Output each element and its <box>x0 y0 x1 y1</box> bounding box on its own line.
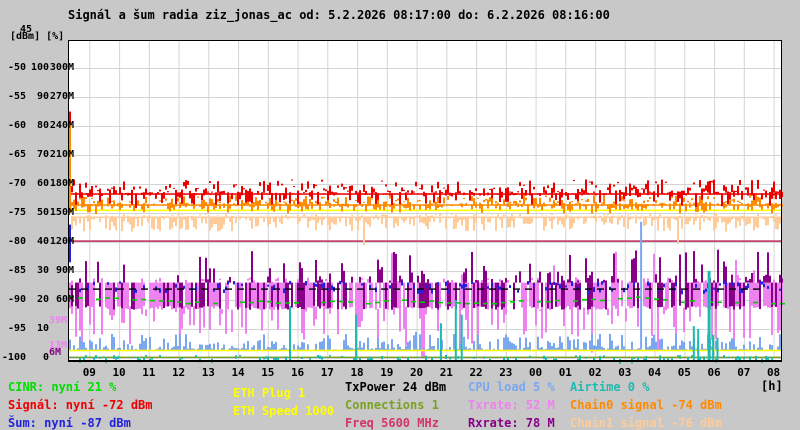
y-axis-row: -75 50 150M <box>0 207 74 218</box>
x-axis-hour-tick: 08 <box>766 366 781 379</box>
legend-item-txpower: TxPower 24 dBm <box>345 380 447 394</box>
x-axis-hour-tick: 14 <box>231 366 245 379</box>
x-axis-hour-tick: 11 <box>142 366 156 379</box>
y-axis-row: -80 40 120M <box>0 236 74 247</box>
legend-item-chain0: Chain0 signal -74 dBm <box>570 398 722 412</box>
dbm-tick: -90 <box>7 294 26 305</box>
pct-tick: 40 <box>36 236 49 247</box>
legend-item-airtime: Airtime 0 % <box>570 380 650 394</box>
dbm-tick: -100 <box>1 352 26 363</box>
x-axis-hour-tick: 06 <box>707 366 721 379</box>
dbm-tick: -60 <box>7 120 26 131</box>
y-axis-row: -95 10 <box>0 323 74 334</box>
dbm-tick: -55 <box>7 91 26 102</box>
legend-item-eth: ETH Plug 1 <box>233 386 306 400</box>
x-axis-hour-tick: 02 <box>588 366 602 379</box>
x-axis-hour-tick: 09 <box>82 366 96 379</box>
pct-tick: 30 <box>36 265 49 276</box>
y-axis-row: -55 90 270M <box>0 91 74 102</box>
x-axis-unit-label: [h] <box>761 379 783 393</box>
y-axis-row: -60 80 240M <box>0 120 74 131</box>
pct-tick: 70 <box>36 149 49 160</box>
pct-tick: 20 <box>36 294 49 305</box>
y-axis-unit-header: [dBm] [%] <box>10 31 65 42</box>
x-axis-hour-tick: 04 <box>647 366 662 379</box>
x-axis-hour-tick: 13 <box>201 366 215 379</box>
legend-item-txrate: Txrate: 52 M <box>468 398 555 412</box>
x-axis-hour-tick: 03 <box>618 366 632 379</box>
dbm-tick: -85 <box>7 265 26 276</box>
legend-item-cinr: CINR: nyní 21 % <box>8 380 117 394</box>
pct-tick: 10 <box>36 323 49 334</box>
y-axis-row: -85 30 90M <box>0 265 74 276</box>
y-axis-top-tick: 45 <box>20 24 33 35</box>
legend-item-connections: Connections 1 <box>345 398 439 412</box>
pct-tick: 0 <box>42 352 49 363</box>
y-axis-row: -100 0 <box>0 352 74 363</box>
x-axis-hour-tick: 18 <box>350 366 364 379</box>
rate-marker-39m: 39M <box>48 315 67 327</box>
legend-item-eth: ETH Speed 1000 <box>233 404 335 418</box>
y-axis-row: -50 100 300M <box>0 62 74 73</box>
pct-tick: 60 <box>36 178 49 189</box>
rate-marker-13m: 13M <box>48 340 67 352</box>
x-axis-hour-tick: 21 <box>439 366 453 379</box>
dbm-tick: -75 <box>7 207 26 218</box>
mbit-tick: 270M <box>49 91 74 102</box>
mbit-tick: 300M <box>49 62 74 73</box>
x-axis-hour-tick: 19 <box>380 366 394 379</box>
x-axis-hour-tick: 16 <box>290 366 305 379</box>
legend-item-cpu: CPU load 5 % <box>468 380 555 394</box>
x-axis-hour-tick: 07 <box>737 366 751 379</box>
pct-tick: 50 <box>36 207 49 218</box>
dbm-tick: -70 <box>7 178 26 189</box>
x-axis-hour-tick: 22 <box>469 366 483 379</box>
x-axis-hour-tick: 01 <box>558 366 572 379</box>
dbm-tick: -65 <box>7 149 26 160</box>
legend-item-rxrate: Rxrate: 78 M <box>468 416 555 430</box>
x-axis-hour-tick: 05 <box>677 366 691 379</box>
rate-marker-6m: 6M <box>48 347 61 359</box>
pct-tick: 90 <box>36 91 49 102</box>
pct-tick: 80 <box>36 120 49 131</box>
mbit-tick: 120M <box>49 236 74 247</box>
legend-item-chain1: Chain1 signal -76 dBm <box>570 416 722 430</box>
x-axis-hour-tick: 15 <box>261 366 275 379</box>
mbit-tick: 150M <box>49 207 74 218</box>
legend-item-šum: Šum: nyní -87 dBm <box>8 416 131 430</box>
x-axis-hour-tick: 20 <box>409 366 424 379</box>
x-axis-hour-tick: 10 <box>112 366 126 379</box>
chart-title: Signál a šum radia ziz_jonas_ac od: 5.2.… <box>68 8 610 22</box>
mbit-tick: 60M <box>55 294 74 305</box>
mbit-tick: 210M <box>49 149 74 160</box>
dbm-tick: -95 <box>7 323 26 334</box>
mbit-tick: 180M <box>49 178 74 189</box>
y-axis-row: -90 20 60M <box>0 294 74 305</box>
y-axis-row: -65 70 210M <box>0 149 74 160</box>
x-axis-hour-tick: 17 <box>320 366 334 379</box>
legend-item-freq: Freq 5600 MHz <box>345 416 439 430</box>
x-axis-hour-tick: 00 <box>528 366 543 379</box>
dbm-tick: -50 <box>7 62 26 73</box>
legend-item-signál: Signál: nyní -72 dBm <box>8 398 153 412</box>
pct-tick: 100 <box>30 62 49 73</box>
x-axis-hour-tick: 12 <box>171 366 186 379</box>
x-axis-hour-tick: 23 <box>499 366 513 379</box>
mbit-tick: 90M <box>55 265 74 276</box>
mbit-tick: 240M <box>49 120 74 131</box>
y-axis-row: -70 60 180M <box>0 178 74 189</box>
dbm-tick: -80 <box>7 236 26 247</box>
